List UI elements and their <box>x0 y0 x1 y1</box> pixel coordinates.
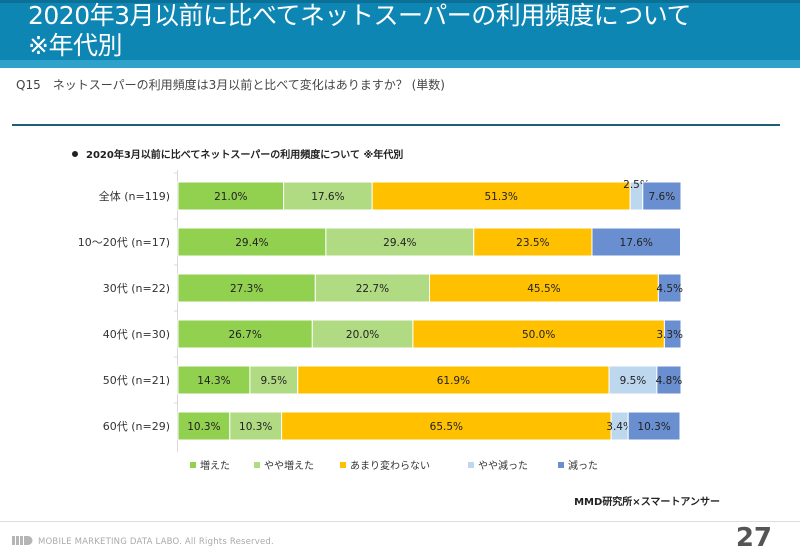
bar-segment <box>281 411 612 441</box>
legend-label: 増えた <box>200 461 230 472</box>
category-label: 40代 (n=30) <box>103 328 170 341</box>
bar-segment <box>283 181 373 211</box>
banner-top-line <box>0 0 800 3</box>
legend-item: あまり変わらない <box>340 457 430 472</box>
bar-segment <box>371 181 631 211</box>
legend-label: 減った <box>568 461 598 472</box>
bar-segment <box>314 273 430 303</box>
chart-title: 2020年3月以前に比べてネットスーパーの利用頻度について ※年代別 <box>72 146 403 161</box>
data-label: 27.3% <box>230 283 263 295</box>
data-label: 10.3% <box>239 421 272 433</box>
data-label: 45.5% <box>527 283 560 295</box>
data-label: 9.5% <box>260 375 287 387</box>
bar-segment <box>177 273 316 303</box>
legend-swatch-icon <box>254 461 260 468</box>
bar-segment <box>177 319 313 349</box>
chart-title-text: 2020年3月以前に比べてネットスーパーの利用頻度について ※年代別 <box>86 150 404 161</box>
category-label: 10～20代 (n=17) <box>78 236 170 249</box>
question-text: Q15 ネットスーパーの利用頻度は3月以前と比べて変化はありますか？ (単数) <box>16 78 445 92</box>
footer-copyright: MOBILE MARKETING DATA LABO. All Rights R… <box>38 537 274 547</box>
title-banner: 2020年3月以前に比べてネットスーパーの利用頻度について ※年代別 <box>0 0 800 60</box>
data-label: 3.3% <box>656 329 683 341</box>
page-title-line2: ※年代別 <box>28 31 122 60</box>
bar-segment <box>429 273 659 303</box>
data-label: 50.0% <box>522 329 555 341</box>
bar-segment <box>608 365 658 395</box>
legend-item: 減った <box>558 457 598 472</box>
bar-segment <box>177 365 251 395</box>
legend-label: やや減った <box>478 461 528 472</box>
data-label: 20.0% <box>346 329 379 341</box>
legend-swatch-icon <box>190 461 196 468</box>
page-title: 2020年3月以前に比べてネットスーパーの利用頻度について ※年代別 <box>28 1 692 61</box>
data-label: 61.9% <box>437 375 470 387</box>
legend-item: やや増えた <box>254 457 314 472</box>
bar-segment <box>642 181 682 211</box>
bar-segment <box>325 227 475 257</box>
bar-segment <box>656 365 682 395</box>
bar-segment <box>412 319 665 349</box>
bar-segment <box>297 365 610 395</box>
data-label: 9.5% <box>620 375 647 387</box>
data-label: 21.0% <box>214 191 247 203</box>
data-label: 51.3% <box>484 191 517 203</box>
category-label: 60代 (n=29) <box>103 420 170 433</box>
page-number: 27 <box>735 523 772 553</box>
data-label: 17.6% <box>311 191 344 203</box>
chart-legend: 増えた やや増えた あまり変わらない やや減った 減った <box>190 457 598 472</box>
section-divider <box>12 124 780 126</box>
category-label: 全体 (n=119) <box>99 189 170 203</box>
bar-segment <box>249 365 299 395</box>
category-label: 50代 (n=21) <box>103 374 170 387</box>
data-label: 10.3% <box>637 421 670 433</box>
bar-segment <box>663 319 682 349</box>
bar-segment <box>229 411 283 441</box>
legend-label: やや増えた <box>264 461 314 472</box>
data-label: 26.7% <box>228 329 261 341</box>
data-label: 17.6% <box>620 237 653 249</box>
data-label: 10.3% <box>187 421 220 433</box>
bar-segment <box>627 411 681 441</box>
banner-accent-strip <box>0 60 800 68</box>
legend-swatch-icon <box>558 461 564 468</box>
bar-segment <box>177 181 285 211</box>
data-label: 7.6% <box>649 191 676 203</box>
data-label: 29.4% <box>235 237 268 249</box>
mmd-logo-icon <box>12 536 33 545</box>
bar-segment <box>177 411 231 441</box>
legend-swatch-icon <box>340 461 346 468</box>
data-label: 4.8% <box>656 375 683 387</box>
data-label: 29.4% <box>383 237 416 249</box>
footer-divider <box>0 521 800 522</box>
data-label: 4.5% <box>656 283 683 295</box>
data-label: 22.7% <box>356 283 389 295</box>
bullet-icon <box>72 151 78 157</box>
legend-item: 増えた <box>190 457 230 472</box>
category-label: 30代 (n=22) <box>103 282 170 295</box>
data-label: 65.5% <box>430 421 463 433</box>
bar-segment <box>311 319 414 349</box>
page-title-line1: 2020年3月以前に比べてネットスーパーの利用頻度について <box>28 1 692 30</box>
data-label: 3.4% <box>606 421 633 433</box>
bar-segment <box>657 273 682 303</box>
data-label: 14.3% <box>197 375 230 387</box>
bar-segment <box>591 227 681 257</box>
source-credit: MMD研究所×スマートアンサー <box>574 497 720 508</box>
legend-item: やや減った <box>468 457 528 472</box>
data-label: 23.5% <box>516 237 549 249</box>
legend-label: あまり変わらない <box>350 461 430 472</box>
legend-swatch-icon <box>468 461 474 468</box>
